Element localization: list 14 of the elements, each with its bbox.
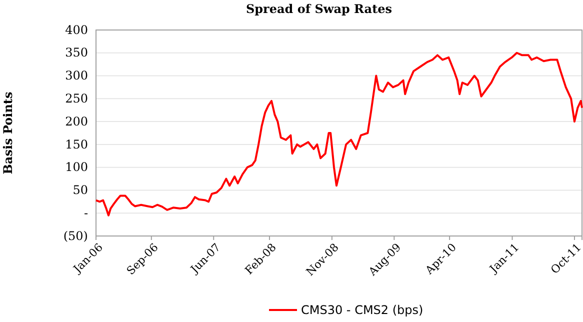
y-tick-label: - bbox=[84, 206, 88, 220]
chart-title: Spread of Swap Rates bbox=[246, 2, 392, 16]
y-tick-label: 150 bbox=[65, 137, 88, 152]
y-axis-title: Basis Points bbox=[1, 92, 15, 174]
y-tick-label: 400 bbox=[65, 22, 88, 37]
y-tick-label: 200 bbox=[65, 114, 88, 128]
legend-label: CMS30 - CMS2 (bps) bbox=[301, 303, 424, 317]
y-tick-label: 250 bbox=[65, 92, 88, 106]
y-tick-label: 350 bbox=[65, 46, 88, 60]
line-series bbox=[95, 52, 583, 216]
y-tick-label: 100 bbox=[65, 160, 88, 174]
y-tick-label: 300 bbox=[65, 68, 88, 83]
y-tick-label: (50) bbox=[63, 228, 88, 243]
y-tick-label: 50 bbox=[72, 183, 88, 198]
